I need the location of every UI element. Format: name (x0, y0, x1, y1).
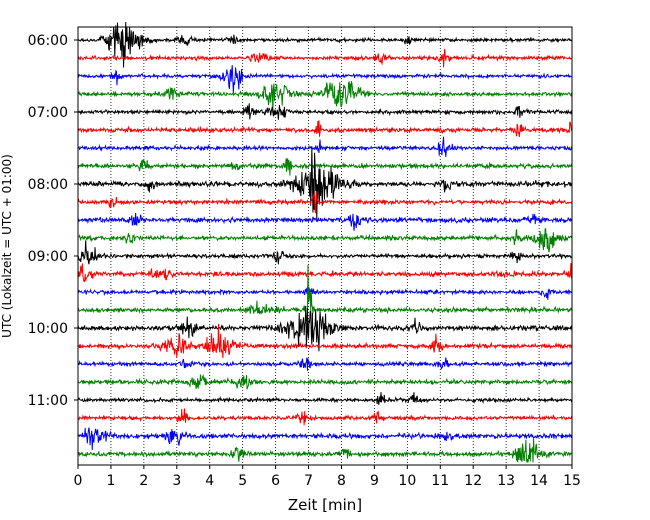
x-tick-label: 4 (205, 473, 214, 489)
y-axis-ticks: 06:00 07:00 08:00 09:00 10:00 11:00 (28, 33, 78, 409)
x-tick-label: 3 (172, 473, 181, 489)
trace-0745 (77, 157, 573, 176)
x-tick-label: 14 (530, 473, 548, 489)
trace-0830 (77, 213, 573, 231)
x-tick-label: 0 (74, 473, 83, 489)
trace-1115 (77, 408, 573, 426)
y-tick-label: 06:00 (28, 33, 68, 49)
x-tick-label: 1 (106, 473, 115, 489)
x-tick-label: 15 (563, 473, 581, 489)
trace-lines (77, 21, 573, 463)
trace-1000 (77, 305, 573, 352)
x-tick-label: 6 (271, 473, 280, 489)
x-tick-label: 9 (370, 473, 379, 489)
trace-0900 (77, 240, 573, 265)
trace-1015 (77, 323, 573, 359)
trace-0630 (77, 65, 573, 94)
x-tick-label: 8 (337, 473, 346, 489)
trace-0730 (77, 136, 573, 157)
x-axis-title: Zeit [min] (288, 496, 362, 514)
x-tick-label: 2 (139, 473, 148, 489)
x-tick-label: 11 (431, 473, 449, 489)
trace-1145 (77, 438, 573, 463)
trace-0715 (77, 120, 573, 138)
trace-0800 (77, 146, 573, 222)
trace-0615 (77, 48, 573, 68)
trace-0600 (77, 21, 573, 68)
trace-1100 (77, 392, 573, 405)
y-tick-label: 10:00 (28, 321, 68, 337)
y-tick-label: 11:00 (28, 393, 68, 409)
trace-0930 (77, 286, 573, 301)
y-axis-title: UTC (Lokalzeit = UTC + 01:00) (0, 154, 14, 338)
trace-0845 (77, 227, 573, 253)
trace-1030 (77, 357, 573, 371)
trace-1045 (77, 373, 573, 390)
trace-0815 (77, 191, 573, 214)
x-tick-label: 10 (398, 473, 416, 489)
plot-frame (77, 26, 573, 466)
trace-0945 (77, 264, 573, 322)
x-tick-label: 5 (238, 473, 247, 489)
x-tick-label: 7 (304, 473, 313, 489)
trace-0645 (77, 80, 573, 114)
y-tick-label: 08:00 (28, 177, 68, 193)
y-tick-label: 09:00 (28, 249, 68, 265)
trace-1130 (77, 427, 573, 451)
x-tick-label: 12 (464, 473, 482, 489)
trace-0915 (77, 262, 573, 282)
y-tick-label: 07:00 (28, 105, 68, 121)
x-axis-ticks: 0 1 2 3 4 5 6 7 8 9 10 11 12 13 14 15 (74, 465, 581, 489)
trace-0700 (77, 103, 573, 120)
x-tick-label: 13 (497, 473, 515, 489)
